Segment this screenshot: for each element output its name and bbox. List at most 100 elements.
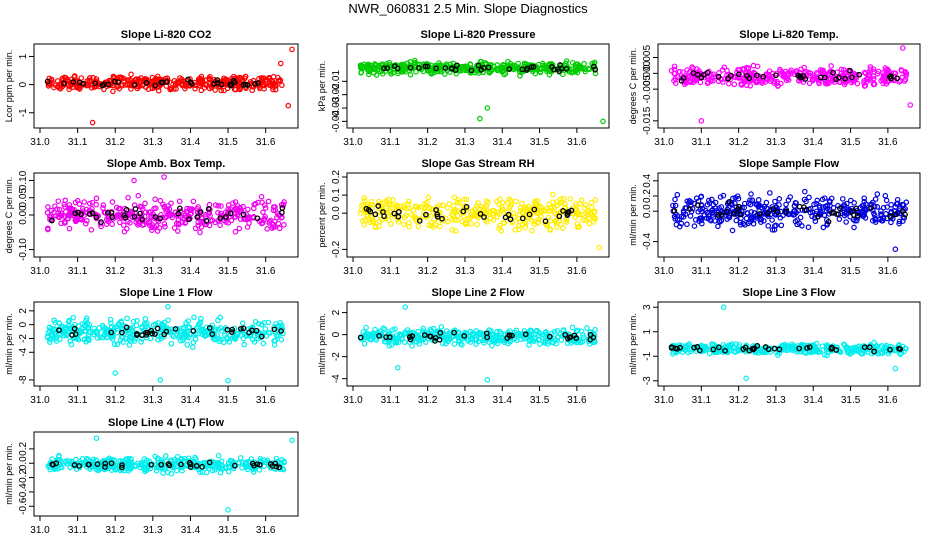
- highlight-point: [381, 213, 387, 220]
- page-title: NWR_060831 2.5 Min. Slope Diagnostics: [348, 1, 588, 16]
- data-point: [547, 208, 553, 214]
- data-point: [489, 210, 496, 217]
- outlier-point: [289, 437, 295, 444]
- data-point: [714, 349, 720, 356]
- y-tick-label: 0.0: [642, 204, 653, 218]
- highlight-point: [672, 345, 679, 352]
- highlight-point: [847, 67, 853, 74]
- highlight-point: [105, 81, 112, 88]
- y-axis-label: ml/min per min.: [628, 184, 638, 246]
- data-point: [715, 223, 721, 230]
- data-point: [901, 215, 908, 221]
- highlight-point: [367, 208, 374, 215]
- data-point: [684, 221, 690, 228]
- data-point: [107, 316, 114, 323]
- highlight-point: [432, 335, 439, 341]
- data-point: [843, 211, 849, 217]
- data-point: [553, 340, 560, 347]
- data-point: [73, 456, 79, 463]
- data-point: [416, 341, 423, 347]
- highlight-point: [704, 69, 711, 76]
- data-point: [879, 343, 885, 349]
- data-point: [215, 202, 222, 209]
- data-point: [246, 220, 252, 226]
- data-point: [718, 347, 725, 354]
- highlight-point: [214, 77, 221, 83]
- chart-title: Slope Amb. Box Temp.: [107, 158, 226, 170]
- data-point: [828, 63, 834, 69]
- highlight-point: [478, 67, 485, 73]
- x-tick-label: 31.3: [455, 137, 475, 148]
- data-point: [440, 334, 447, 341]
- data-point: [686, 198, 693, 204]
- data-point: [401, 339, 408, 345]
- highlight-point: [240, 211, 247, 218]
- data-point: [110, 88, 116, 95]
- data-point: [824, 352, 830, 359]
- highlight-point: [746, 75, 753, 82]
- highlight-point: [861, 344, 868, 351]
- data-point: [717, 194, 724, 200]
- data-point: [456, 199, 463, 206]
- data-point: [260, 340, 267, 347]
- highlight-point: [804, 345, 810, 351]
- data-point: [903, 199, 910, 205]
- data-point: [103, 216, 110, 223]
- highlight-point: [868, 205, 874, 211]
- data-point: [512, 63, 518, 69]
- data-point: [93, 195, 100, 202]
- data-point: [400, 221, 407, 228]
- data-point: [522, 221, 529, 227]
- data-point: [468, 220, 474, 227]
- data-point: [567, 196, 573, 202]
- outlier-point: [289, 46, 295, 53]
- data-point: [200, 328, 207, 334]
- data-point: [843, 219, 849, 225]
- data-point: [66, 225, 73, 232]
- data-point: [47, 336, 53, 343]
- data-point: [451, 216, 458, 223]
- outlier-point: [477, 115, 483, 122]
- data-point: [135, 222, 141, 228]
- data-point: [902, 76, 909, 83]
- highlight-point: [255, 80, 261, 86]
- outlier-point: [89, 119, 96, 126]
- data-point: [726, 214, 733, 221]
- highlight-point: [187, 461, 194, 468]
- data-point: [166, 211, 172, 217]
- data-point: [66, 458, 72, 464]
- x-tick-label: 31.6: [256, 525, 276, 536]
- x-tick-label: 31.4: [181, 395, 201, 406]
- data-point: [880, 204, 887, 211]
- data-point: [438, 67, 444, 73]
- data-point: [262, 326, 269, 332]
- chart-panel-7: Slope Line 1 Flow 31.0 31.1 31.2 31.3 31.4 31.…: [4, 287, 299, 406]
- data-point: [420, 325, 427, 332]
- highlight-point: [718, 212, 725, 218]
- data-point: [777, 214, 784, 221]
- highlight-point: [131, 213, 138, 220]
- highlight-point: [698, 74, 705, 81]
- data-point: [851, 224, 857, 231]
- data-point: [217, 222, 223, 229]
- data-point: [814, 197, 821, 204]
- highlight-point: [531, 206, 538, 213]
- data-point: [537, 69, 544, 76]
- data-point: [369, 219, 376, 225]
- highlight-point: [887, 213, 894, 220]
- data-point: [455, 337, 462, 344]
- data-point: [212, 202, 219, 208]
- data-point: [517, 205, 524, 211]
- data-point: [708, 196, 715, 203]
- data-point: [847, 351, 853, 357]
- data-point: [186, 206, 193, 212]
- data-point: [45, 204, 51, 210]
- x-tick-label: 31.2: [729, 137, 749, 148]
- data-point: [381, 326, 388, 333]
- data-point: [56, 206, 63, 213]
- data-point: [160, 470, 166, 476]
- highlight-point: [485, 64, 492, 71]
- data-point: [903, 71, 909, 77]
- data-point: [226, 339, 233, 345]
- data-point: [527, 327, 534, 334]
